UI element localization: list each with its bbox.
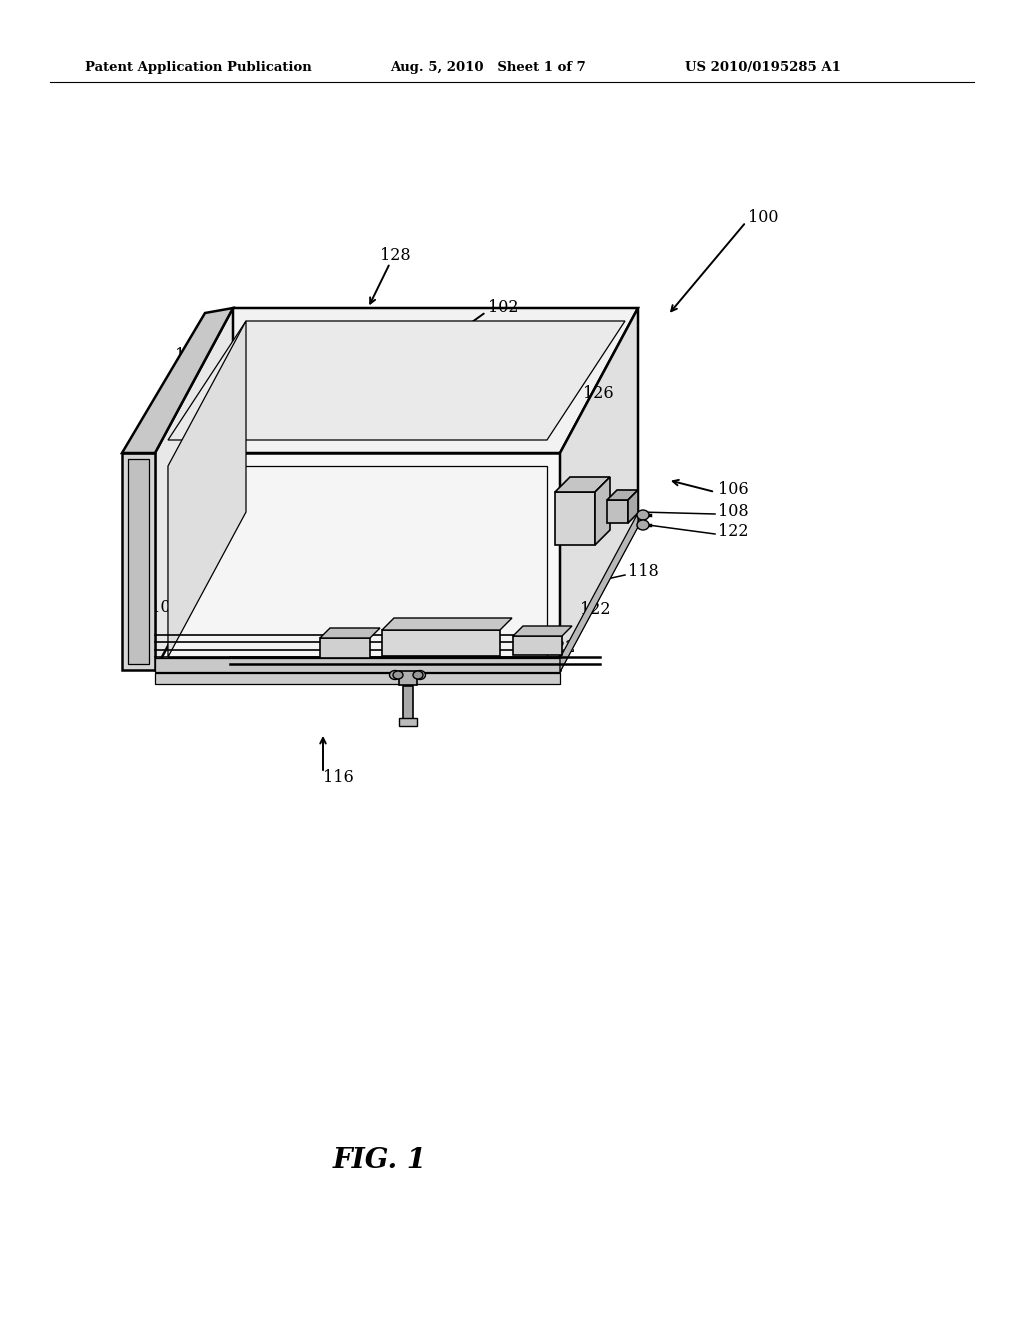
Polygon shape xyxy=(607,500,628,523)
Text: 110: 110 xyxy=(140,598,171,615)
Ellipse shape xyxy=(389,671,400,680)
Text: 128: 128 xyxy=(380,248,411,264)
Bar xyxy=(403,686,413,721)
Text: 126: 126 xyxy=(583,384,613,401)
Ellipse shape xyxy=(393,671,403,678)
Polygon shape xyxy=(155,308,233,671)
Ellipse shape xyxy=(637,520,649,531)
Polygon shape xyxy=(168,321,246,657)
Text: 122: 122 xyxy=(718,524,749,540)
Bar xyxy=(382,630,500,656)
Polygon shape xyxy=(128,459,150,664)
Polygon shape xyxy=(155,308,638,453)
Text: FIG. 1: FIG. 1 xyxy=(333,1147,427,1173)
Polygon shape xyxy=(595,477,610,545)
Text: 106: 106 xyxy=(718,482,749,499)
Text: 102: 102 xyxy=(488,300,518,317)
Polygon shape xyxy=(168,466,547,657)
Text: Aug. 5, 2010   Sheet 1 of 7: Aug. 5, 2010 Sheet 1 of 7 xyxy=(390,62,586,74)
Ellipse shape xyxy=(637,510,649,520)
Polygon shape xyxy=(555,477,610,492)
Text: 116: 116 xyxy=(323,770,353,787)
Polygon shape xyxy=(628,490,638,523)
Text: 122: 122 xyxy=(580,602,610,619)
Polygon shape xyxy=(122,453,155,671)
Text: US 2010/0195285 A1: US 2010/0195285 A1 xyxy=(685,62,841,74)
Text: 118: 118 xyxy=(628,564,658,581)
Text: 120: 120 xyxy=(420,669,451,686)
Ellipse shape xyxy=(415,671,426,680)
Text: 104: 104 xyxy=(175,346,206,363)
Polygon shape xyxy=(155,673,560,684)
Polygon shape xyxy=(122,308,233,453)
Polygon shape xyxy=(560,308,638,671)
Bar xyxy=(319,638,370,657)
Polygon shape xyxy=(513,626,572,636)
Text: 114: 114 xyxy=(250,660,281,676)
Polygon shape xyxy=(155,453,560,671)
Polygon shape xyxy=(319,628,380,638)
Text: Patent Application Publication: Patent Application Publication xyxy=(85,62,311,74)
Polygon shape xyxy=(155,657,560,672)
Bar xyxy=(399,718,417,726)
Polygon shape xyxy=(607,490,638,500)
Bar xyxy=(399,671,417,685)
Bar xyxy=(513,636,562,655)
Text: 112: 112 xyxy=(172,639,203,656)
Polygon shape xyxy=(555,492,595,545)
Ellipse shape xyxy=(413,671,423,678)
Text: 122: 122 xyxy=(545,639,575,656)
Text: 108: 108 xyxy=(718,503,749,520)
Text: 100: 100 xyxy=(748,210,778,227)
Polygon shape xyxy=(560,513,638,672)
Polygon shape xyxy=(382,618,512,630)
Polygon shape xyxy=(168,321,625,440)
